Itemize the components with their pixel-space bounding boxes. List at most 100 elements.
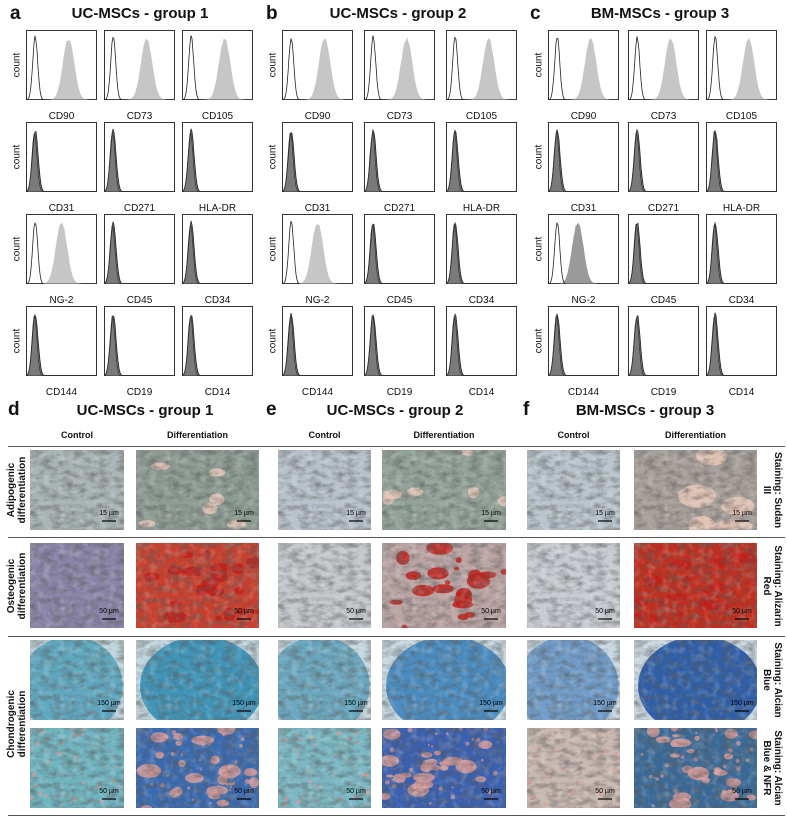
isotype-curve — [26, 35, 97, 100]
marker-label: CD105 — [465, 111, 498, 122]
histogram — [628, 122, 699, 192]
scale-bar-label: 50 µm — [595, 608, 615, 615]
texture-light — [30, 450, 124, 530]
column-header: Control — [61, 430, 93, 440]
separator-line — [8, 537, 785, 538]
texture-light — [278, 640, 371, 720]
panel-title: BM-MSCs - group 3 — [575, 402, 715, 419]
marker-label: CD271 — [383, 203, 416, 214]
negative-peak — [104, 128, 175, 192]
histogram — [26, 214, 97, 284]
y-axis-label: count — [267, 144, 279, 170]
panel-letter: f — [523, 399, 530, 420]
micrograph — [527, 728, 620, 808]
staining-label: Staining: Alizarin Red — [761, 544, 783, 627]
micrograph — [382, 728, 506, 808]
scale-bar-label: 15 µm — [595, 510, 615, 517]
isotype-curve — [104, 316, 175, 376]
histogram — [548, 30, 619, 100]
scale-bar-label: 15 µm — [732, 510, 752, 517]
y-axis-label: count — [533, 52, 545, 78]
marker-label: CD105 — [725, 111, 758, 122]
texture-light — [278, 728, 371, 808]
marker-label: CD19 — [126, 387, 153, 398]
isotype-curve — [182, 132, 253, 192]
isotype-curve — [26, 315, 97, 376]
marker-label: CD90 — [570, 111, 597, 122]
texture-light — [634, 450, 757, 530]
histogram — [706, 122, 777, 192]
isotype-curve — [446, 36, 517, 100]
micrograph — [634, 640, 757, 720]
histogram — [446, 122, 517, 192]
texture-light — [136, 640, 259, 720]
micrograph — [136, 450, 259, 530]
negative-peak — [364, 313, 435, 376]
negative-peak — [706, 130, 777, 192]
scale-bar-label: 50 µm — [481, 608, 501, 615]
histogram — [364, 306, 435, 376]
histogram — [446, 30, 517, 100]
isotype-curve — [182, 225, 253, 284]
marker-label: CD144 — [301, 387, 334, 398]
marker-label: NG-2 — [571, 295, 596, 306]
scale-bar-label: 150 µm — [593, 700, 617, 707]
histogram — [364, 122, 435, 192]
micrograph — [136, 728, 259, 808]
y-axis-label: count — [267, 328, 279, 354]
negative-peak — [548, 129, 619, 192]
micrograph — [278, 543, 371, 628]
isotype-curve — [282, 132, 353, 192]
negative-peak — [182, 220, 253, 284]
negative-peak — [446, 129, 517, 192]
micrograph — [382, 450, 506, 530]
isotype-curve — [364, 315, 435, 376]
isotype-curve — [282, 221, 353, 284]
marker-label: CD34 — [204, 295, 231, 306]
histogram — [104, 122, 175, 192]
negative-peak — [628, 315, 699, 376]
panel-letter: b — [266, 3, 278, 24]
staining-label: Staining: Alcian Blue & NFR — [761, 730, 783, 806]
marker-label: CD45 — [650, 295, 677, 306]
isotype-curve — [282, 316, 353, 376]
negative-peak — [628, 222, 699, 284]
texture-light — [634, 543, 757, 628]
staining-label: Staining: Alcian Blue — [761, 642, 783, 718]
y-axis-label: count — [11, 236, 23, 262]
histogram — [182, 306, 253, 376]
isotype-curve — [548, 130, 619, 192]
marker-label: CD45 — [386, 295, 413, 306]
scale-bar-label: 50 µm — [732, 788, 752, 795]
texture-light — [634, 640, 757, 720]
marker-label: CD14 — [468, 387, 495, 398]
column-header: Differentiation — [413, 430, 475, 440]
histogram — [628, 214, 699, 284]
y-axis-label: count — [11, 328, 23, 354]
marker-label: CD19 — [386, 387, 413, 398]
isotype-curve — [628, 316, 699, 376]
column-header: Differentiation — [166, 430, 229, 440]
panel-title: UC-MSCs - group 2 — [326, 402, 464, 419]
texture-light — [382, 450, 506, 530]
panel-title: BM-MSCs - group 3 — [590, 5, 730, 22]
micrograph — [634, 543, 757, 628]
column-header: Control — [557, 430, 590, 440]
isotype-curve — [446, 131, 517, 192]
positive-peak — [26, 222, 97, 284]
negative-peak — [446, 221, 517, 284]
negative-peak — [364, 128, 435, 192]
scale-bar-label: 150 µm — [97, 700, 121, 707]
texture-light — [382, 543, 506, 628]
isotype-curve — [446, 316, 517, 376]
histogram — [706, 214, 777, 284]
isotype-curve — [628, 36, 699, 100]
negative-peak — [706, 221, 777, 284]
marker-label: CD45 — [126, 295, 153, 306]
texture-light — [30, 640, 124, 720]
isotype-curve — [706, 131, 777, 192]
marker-label: NG-2 — [49, 295, 74, 306]
micrograph — [382, 543, 506, 628]
isotype-curve — [282, 38, 353, 100]
isotype-curve — [706, 316, 777, 376]
